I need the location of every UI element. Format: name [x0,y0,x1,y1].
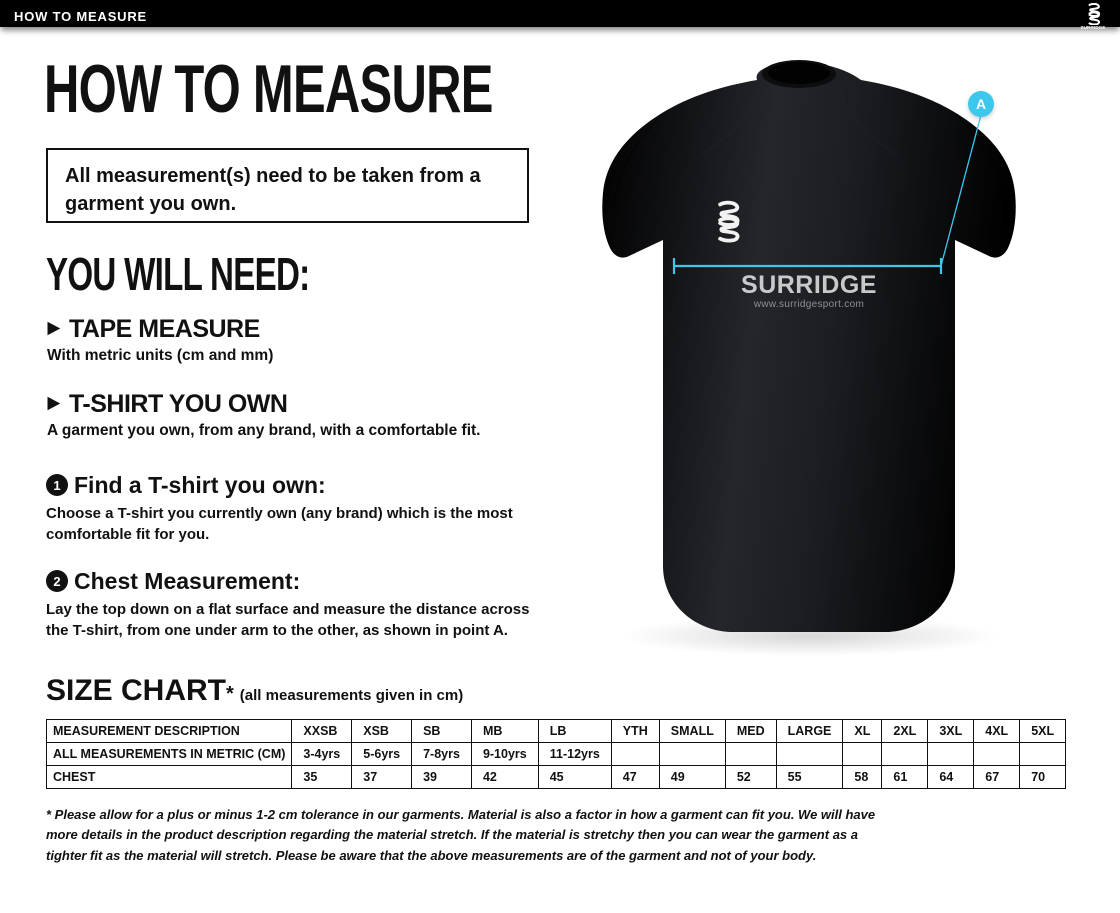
svg-text:SURRIDGE: SURRIDGE [741,271,877,299]
svg-text:www.surridgesport.com: www.surridgesport.com [753,299,864,310]
